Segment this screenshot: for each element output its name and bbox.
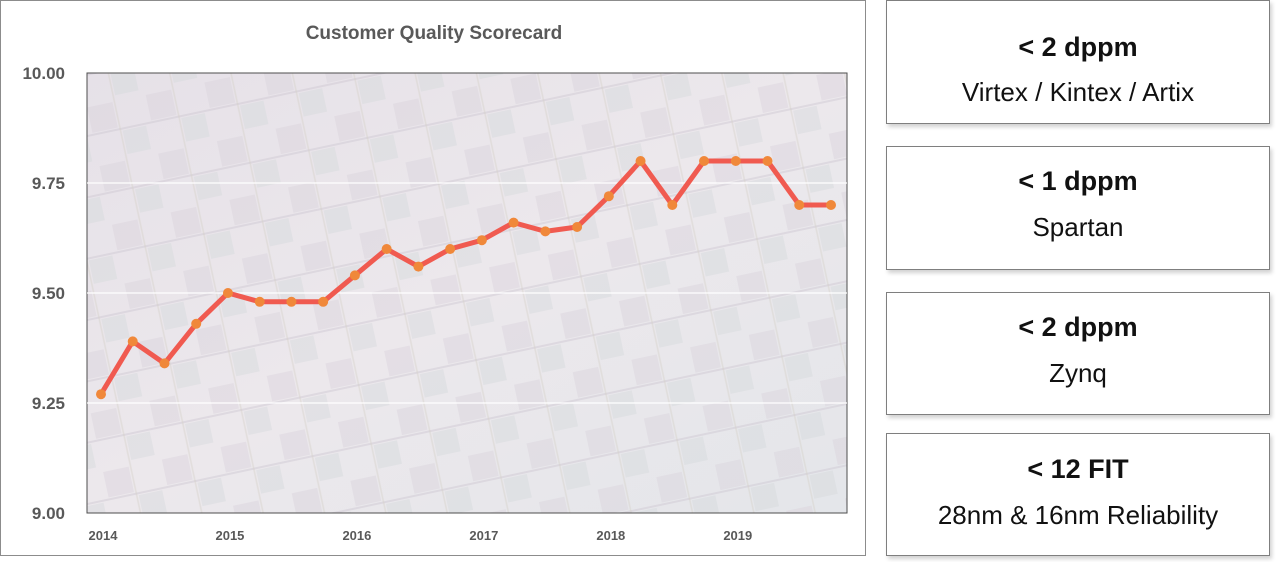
chart-panel: Customer Quality Scorecard 9.00 9.25 9.50 9… xyxy=(0,0,866,556)
y-tick-label: 9.25 xyxy=(32,394,65,413)
data-point xyxy=(635,156,646,166)
data-point xyxy=(127,336,138,347)
data-point xyxy=(254,296,265,307)
y-tick-label: 10.00 xyxy=(22,64,65,83)
data-point xyxy=(222,288,233,298)
series-line xyxy=(98,158,834,397)
card-metric: < 12 FIT xyxy=(1027,454,1129,484)
data-point xyxy=(508,217,519,228)
data-point xyxy=(826,200,836,210)
data-point xyxy=(699,156,710,166)
y-axis: 9.00 9.25 9.50 9.75 10.00 xyxy=(22,64,65,523)
card-label: 28nm & 16nm Reliability xyxy=(937,500,1219,530)
data-point xyxy=(159,358,170,369)
card-label: Spartan xyxy=(1032,212,1124,242)
series-line-path xyxy=(98,158,834,397)
x-tick-label: 2018 xyxy=(596,528,625,543)
x-tick-label: 2017 xyxy=(469,528,498,543)
card-metric: < 1 dppm xyxy=(1018,166,1138,196)
x-tick-label: 2019 xyxy=(723,528,752,543)
card-metric: < 2 dppm xyxy=(1018,32,1138,62)
data-point xyxy=(96,389,106,400)
data-point xyxy=(667,200,678,210)
y-tick-label: 9.50 xyxy=(32,284,65,303)
data-point xyxy=(286,296,297,307)
card-label: Zynq xyxy=(1049,358,1107,388)
data-point xyxy=(413,261,424,272)
metric-card: < 12 FIT 28nm & 16nm Reliability xyxy=(886,433,1270,556)
x-tick-label: 2014 xyxy=(89,528,119,543)
data-point xyxy=(318,296,329,307)
data-point xyxy=(381,244,392,254)
data-point xyxy=(540,226,551,237)
data-point xyxy=(794,200,805,210)
data-point xyxy=(603,191,614,202)
data-point xyxy=(191,318,202,329)
data-point xyxy=(572,222,583,232)
data-point xyxy=(349,270,360,281)
card-label: Virtex / Kintex / Artix xyxy=(961,77,1195,107)
data-point xyxy=(762,156,773,166)
metric-card: < 2 dppm Virtex / Kintex / Artix xyxy=(886,0,1270,124)
y-tick-label: 9.75 xyxy=(32,174,65,193)
x-tick-label: 2015 xyxy=(215,528,244,543)
y-tick-label: 9.00 xyxy=(32,504,65,523)
card-metric: < 2 dppm xyxy=(1018,312,1138,342)
data-point xyxy=(445,244,456,254)
chart-title: Customer Quality Scorecard xyxy=(306,23,563,44)
x-axis: 2014 2015 2016 2017 2018 2019 xyxy=(89,528,753,543)
series-markers xyxy=(96,156,836,400)
gridlines xyxy=(87,182,847,404)
line-chart: Customer Quality Scorecard 9.009.259.509… xyxy=(22,23,848,543)
x-tick-label: 2016 xyxy=(342,528,371,543)
data-point xyxy=(730,156,741,166)
data-point xyxy=(476,235,487,246)
metric-card: < 2 dppm Zynq xyxy=(886,292,1270,415)
metric-card: < 1 dppm Spartan xyxy=(886,146,1270,270)
